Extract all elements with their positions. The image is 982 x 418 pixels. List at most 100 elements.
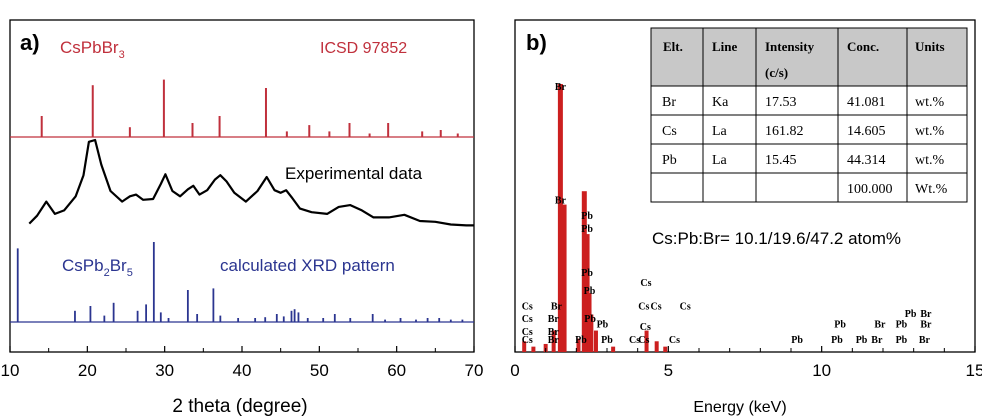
table-cell: 17.53 [765, 95, 797, 110]
table-cell: Ka [712, 95, 729, 110]
experimental-label: Experimental data [285, 164, 423, 183]
table-cell: wt.% [915, 124, 945, 139]
eds-peak-label: Pb [597, 319, 609, 330]
eds-peak-label: Cs [640, 322, 651, 333]
eds-peak [557, 84, 563, 352]
x-tick-label: 10 [1, 361, 20, 380]
panel-b-frame [514, 19, 976, 353]
eds-peak-label: Cs [522, 301, 533, 312]
panel-a-x-axis: 10 20 30 40 50 60 70 [1, 346, 484, 380]
table-cell: 161.82 [765, 124, 804, 139]
panel-b-x-axis: 0 5 10 15 [510, 346, 982, 380]
x-tick-label: 0 [510, 361, 519, 380]
x-tick-label: 30 [155, 361, 174, 380]
eds-peak-label: Cs [522, 314, 533, 325]
table-header-units: Units [915, 39, 945, 54]
ref-database-label: ICSD 97852 [320, 40, 407, 57]
eds-peak-label: Pb [831, 335, 843, 346]
eds-peak-label: Cs [638, 335, 649, 346]
eds-peak-label: Pb [856, 335, 868, 346]
panel-a-label: a) [20, 30, 40, 55]
table-cell: 15.45 [765, 153, 797, 168]
eds-peak-label: Br [871, 335, 883, 346]
panel-a: a) CsPbBr3 ICSD 97852 Experimental data … [1, 19, 484, 417]
table-header-intensity-unit: (c/s) [765, 65, 788, 80]
experimental-curve [28, 138, 474, 227]
calc-pattern-label: calculated XRD pattern [220, 256, 395, 275]
table-cell: Pb [662, 153, 677, 168]
eds-peak-label: Br [874, 319, 886, 330]
table-cell: Cs [662, 124, 677, 139]
x-tick-label: 50 [310, 361, 329, 380]
eds-peak-label: Pb [581, 211, 593, 222]
x-tick-label: 20 [78, 361, 97, 380]
eds-peak [576, 338, 581, 352]
eds-peak [654, 341, 659, 352]
eds-peak-label: Br [551, 301, 563, 312]
calc-pattern [16, 242, 464, 322]
ref-pattern [40, 79, 459, 137]
table-header-intensity: Intensity [765, 39, 815, 54]
table-header-bg [651, 28, 967, 86]
eds-peak-label: Cs [629, 335, 640, 346]
table-cell: wt.% [915, 95, 945, 110]
eds-peak-label: Cs [638, 301, 649, 312]
eds-peak-label: Pb [575, 335, 587, 346]
eds-peak [584, 234, 590, 352]
table-cell: 100.000 [847, 182, 893, 197]
eds-peak-label: Cs [640, 278, 651, 289]
eds-peak [663, 346, 668, 352]
eds-peak [561, 204, 567, 352]
atom-ratio-label: Cs:Pb:Br= 10.1/19.6/47.2 atom% [652, 229, 901, 248]
eds-peak-label: Cs [522, 335, 533, 346]
x-tick-label: 70 [465, 361, 484, 380]
x-tick-label: 40 [233, 361, 252, 380]
calc-name-label: CsPb2Br5 [62, 256, 133, 279]
eds-peak-label: Br [548, 314, 560, 325]
eds-peak-label: Cs [522, 327, 533, 338]
eds-peak [522, 341, 527, 352]
eds-peak [531, 346, 536, 352]
table-cell: La [712, 153, 728, 168]
eds-peak [581, 191, 587, 352]
eds-peak-label: Pb [584, 314, 596, 325]
table-header-concentration: Conc. [847, 39, 879, 54]
eds-peak-label: Pb [905, 309, 917, 320]
panel-b-label: b) [526, 30, 547, 55]
table-cell: Wt.% [915, 182, 948, 197]
panel-b-x-axis-title: Energy (keV) [693, 399, 786, 416]
eds-peak-label: Br [919, 335, 931, 346]
x-tick-label: 10 [812, 361, 831, 380]
table-cell: 41.081 [847, 95, 886, 110]
table-header-element: Elt. [663, 39, 683, 54]
eds-peak [611, 346, 616, 352]
eds-spectrum [522, 84, 668, 352]
panel-a-x-axis-title: 2 theta (degree) [172, 396, 307, 417]
eds-peak [644, 330, 649, 352]
table-grid [650, 27, 968, 203]
table-cell: wt.% [915, 153, 945, 168]
table-header-line: Line [712, 39, 738, 54]
eds-peak-label: Pb [581, 224, 593, 235]
eds-peak-label: Br [548, 327, 560, 338]
eds-peak [593, 330, 598, 352]
eds-peak-label: Pb [581, 268, 593, 279]
ref-name-label: CsPbBr3 [60, 38, 125, 61]
eds-peak-label: Br [555, 82, 567, 93]
table-cell: Br [662, 95, 676, 110]
quantification-table: Elt. Line Intensity (c/s) Conc. Units Br… [650, 27, 968, 203]
eds-peak [551, 330, 556, 352]
eds-peak-label: Cs [669, 335, 680, 346]
table-cell: 44.314 [847, 153, 886, 168]
eds-peak-label: Br [920, 309, 932, 320]
eds-peak-label: Br [548, 335, 560, 346]
eds-peak-label: Pb [896, 335, 908, 346]
x-tick-label: 15 [966, 361, 982, 380]
eds-peak-label: Cs [651, 301, 662, 312]
eds-peak [589, 314, 594, 352]
eds-peak-label: Pb [791, 335, 803, 346]
x-tick-label: 60 [387, 361, 406, 380]
